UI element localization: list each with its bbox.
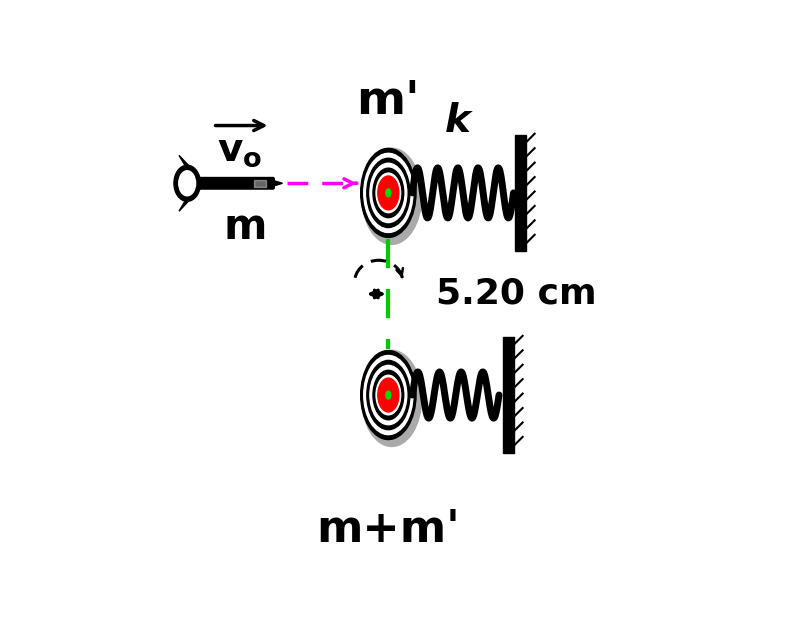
Ellipse shape bbox=[361, 351, 416, 439]
Bar bbox=[254, 180, 266, 187]
Ellipse shape bbox=[386, 189, 391, 197]
Ellipse shape bbox=[367, 361, 410, 429]
Ellipse shape bbox=[376, 375, 401, 415]
Ellipse shape bbox=[384, 388, 393, 402]
FancyBboxPatch shape bbox=[199, 177, 274, 189]
Ellipse shape bbox=[378, 176, 399, 210]
Ellipse shape bbox=[382, 384, 395, 406]
Polygon shape bbox=[273, 181, 282, 186]
Ellipse shape bbox=[378, 378, 399, 412]
Polygon shape bbox=[179, 156, 206, 183]
Ellipse shape bbox=[373, 370, 404, 420]
Ellipse shape bbox=[386, 188, 391, 198]
Ellipse shape bbox=[379, 178, 398, 208]
Text: k: k bbox=[445, 102, 471, 140]
Bar bbox=[515, 135, 526, 251]
Text: m': m' bbox=[357, 79, 420, 124]
Ellipse shape bbox=[380, 382, 397, 408]
Text: $\bf{v_o}$: $\bf{v_o}$ bbox=[217, 131, 262, 169]
Ellipse shape bbox=[362, 351, 422, 446]
Ellipse shape bbox=[362, 148, 422, 244]
Ellipse shape bbox=[382, 182, 395, 204]
Ellipse shape bbox=[370, 366, 406, 425]
Ellipse shape bbox=[386, 390, 391, 400]
Ellipse shape bbox=[174, 165, 201, 201]
Ellipse shape bbox=[380, 381, 397, 409]
Ellipse shape bbox=[386, 391, 391, 399]
Bar bbox=[503, 338, 514, 452]
Ellipse shape bbox=[382, 183, 394, 203]
Ellipse shape bbox=[383, 185, 394, 201]
Ellipse shape bbox=[178, 171, 196, 196]
Ellipse shape bbox=[376, 173, 401, 213]
Ellipse shape bbox=[370, 163, 406, 222]
Ellipse shape bbox=[384, 186, 393, 201]
Ellipse shape bbox=[379, 380, 398, 410]
Ellipse shape bbox=[380, 179, 397, 207]
Ellipse shape bbox=[386, 188, 391, 198]
Ellipse shape bbox=[380, 179, 397, 206]
Text: 5.20 cm: 5.20 cm bbox=[437, 277, 597, 311]
Ellipse shape bbox=[382, 385, 394, 405]
Polygon shape bbox=[179, 183, 206, 211]
Ellipse shape bbox=[383, 387, 394, 403]
Ellipse shape bbox=[364, 153, 413, 232]
Ellipse shape bbox=[364, 356, 413, 434]
Ellipse shape bbox=[373, 168, 404, 217]
Ellipse shape bbox=[386, 390, 391, 400]
Text: $\bf{m}$: $\bf{m}$ bbox=[223, 206, 265, 248]
Ellipse shape bbox=[361, 148, 416, 238]
Text: m+m': m+m' bbox=[317, 508, 460, 551]
Ellipse shape bbox=[367, 158, 410, 228]
